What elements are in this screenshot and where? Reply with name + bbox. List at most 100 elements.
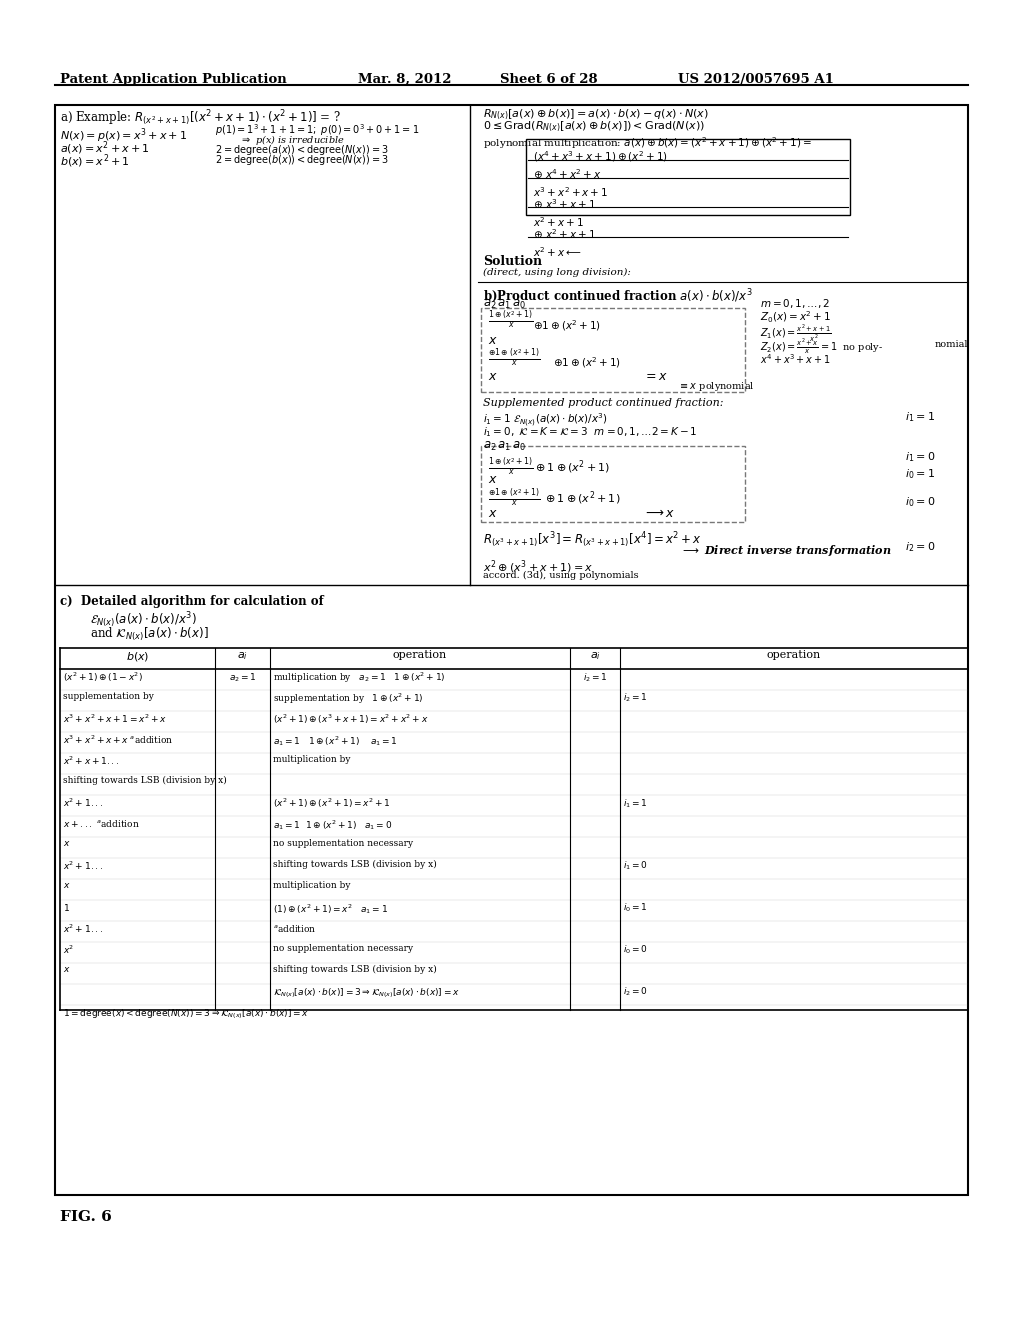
- Text: no supplementation necessary: no supplementation necessary: [273, 840, 413, 847]
- Text: $\frac{\oplus 1\oplus(x^2+1)}{x}\ \oplus 1\oplus(x^2+1)$: $\frac{\oplus 1\oplus(x^2+1)}{x}\ \oplus…: [488, 488, 621, 508]
- Text: $i_0=0$: $i_0=0$: [905, 495, 935, 508]
- Text: $Z_1(x) = \frac{x^2+x+1}{x^2}$: $Z_1(x) = \frac{x^2+x+1}{x^2}$: [760, 323, 831, 345]
- Text: multiplication by   $a_2=1$   $1\oplus(x^2+1)$: multiplication by $a_2=1$ $1\oplus(x^2+1…: [273, 671, 445, 685]
- Text: $\mathcal{K}_{N(x)}[a(x)\cdot b(x)] = 3 \Rightarrow \mathcal{K}_{N(x)}[a(x)\cdot: $\mathcal{K}_{N(x)}[a(x)\cdot b(x)] = 3 …: [273, 986, 460, 999]
- Text: $=x$: $=x$: [643, 370, 668, 383]
- Text: $i_1=1$: $i_1=1$: [905, 411, 935, 424]
- Text: $b(x)$: $b(x)$: [126, 649, 150, 663]
- Text: $i_0=0$: $i_0=0$: [623, 944, 648, 957]
- Text: $R_{N(x)}[a(x)\oplus b(x)] = a(x)\cdot b(x) - q(x)\cdot N(x)$: $R_{N(x)}[a(x)\oplus b(x)] = a(x)\cdot b…: [483, 108, 709, 123]
- Text: $(x^4+x^3+x+1)\oplus(x^2+1)$: $(x^4+x^3+x+1)\oplus(x^2+1)$: [534, 149, 668, 164]
- Text: $a_2\,a_1\,a_0$: $a_2\,a_1\,a_0$: [483, 440, 526, 453]
- Text: $x^2$: $x^2$: [63, 944, 75, 957]
- Text: $a_i$: $a_i$: [237, 649, 248, 661]
- Text: $i_2=0$: $i_2=0$: [623, 986, 648, 998]
- Text: $\mathcal{E}_{N(x)}(a(x)\cdot b(x)/x^3)$: $\mathcal{E}_{N(x)}(a(x)\cdot b(x)/x^3)$: [90, 610, 197, 630]
- Text: $\equiv x$ polynomial: $\equiv x$ polynomial: [678, 380, 755, 393]
- Text: nomial: nomial: [935, 341, 969, 348]
- Text: multiplication by: multiplication by: [273, 880, 350, 890]
- Text: and $\mathcal{K}_{N(x)}[a(x)\cdot b(x)]$: and $\mathcal{K}_{N(x)}[a(x)\cdot b(x)]$: [90, 626, 209, 643]
- Text: shifting towards LSB (division by x): shifting towards LSB (division by x): [273, 861, 437, 869]
- Text: $\frac{\oplus 1\oplus(x^2+1)}{x}$: $\frac{\oplus 1\oplus(x^2+1)}{x}$: [488, 348, 541, 368]
- Text: $2 = \mathrm{degree}(a(x)) < \mathrm{degree}(N(x)) = 3$: $2 = \mathrm{degree}(a(x)) < \mathrm{deg…: [215, 143, 388, 157]
- Text: $p(1) = 1^3+1+1 = 1;\ p(0) = 0^3+0+1 = 1$: $p(1) = 1^3+1+1 = 1;\ p(0) = 0^3+0+1 = 1…: [215, 121, 419, 137]
- Text: $a_1=1$  $1\oplus(x^2+1)$   $a_1=0$: $a_1=1$ $1\oplus(x^2+1)$ $a_1=0$: [273, 818, 392, 832]
- Text: $b(x) = x^2+1$: $b(x) = x^2+1$: [60, 152, 130, 169]
- Text: FIG. 6: FIG. 6: [60, 1210, 112, 1224]
- Text: c)  Detailed algorithm for calculation of: c) Detailed algorithm for calculation of: [60, 595, 324, 609]
- Text: $x$: $x$: [488, 334, 498, 347]
- Text: $a_2=1$: $a_2=1$: [228, 671, 256, 684]
- Text: Sheet 6 of 28: Sheet 6 of 28: [500, 73, 598, 86]
- Text: Solution: Solution: [483, 255, 542, 268]
- Text: $2 = \mathrm{degree}(b(x)) < \mathrm{degree}(N(x)) = 3$: $2 = \mathrm{degree}(b(x)) < \mathrm{deg…: [215, 153, 389, 168]
- Text: $a_i$: $a_i$: [590, 649, 600, 661]
- Text: accord. (3d), using polynomials: accord. (3d), using polynomials: [483, 572, 639, 579]
- Text: $x^2+1...$: $x^2+1...$: [63, 797, 103, 809]
- Text: $(1)\oplus(x^2+1) = x^2$   $a_1=1$: $(1)\oplus(x^2+1) = x^2$ $a_1=1$: [273, 902, 388, 916]
- Text: $x$: $x$: [488, 507, 498, 520]
- Text: (direct, using long division):: (direct, using long division):: [483, 268, 631, 277]
- Text: $i_1=0,\ \mathcal{K}=K=\mathcal{K}=3\ \ m=0,1,\ldots2=K-1$: $i_1=0,\ \mathcal{K}=K=\mathcal{K}=3\ \ …: [483, 425, 697, 438]
- Text: $a_1=1$   $1\oplus(x^2+1)$    $a_1=1$: $a_1=1$ $1\oplus(x^2+1)$ $a_1=1$: [273, 734, 398, 748]
- Text: $a(x) = x^2+x+1$: $a(x) = x^2+x+1$: [60, 139, 150, 157]
- Text: multiplication by: multiplication by: [273, 755, 350, 764]
- Text: $(x^2+1)\oplus(x^3+x+1) = x^2+x^2+x$: $(x^2+1)\oplus(x^3+x+1) = x^2+x^2+x$: [273, 713, 428, 726]
- Text: $\longrightarrow x$: $\longrightarrow x$: [643, 507, 675, 520]
- Text: $i_0=1$: $i_0=1$: [623, 902, 648, 915]
- Text: $^a$addition: $^a$addition: [273, 923, 316, 935]
- Text: $\frac{1\oplus(x^2+1)}{x}\oplus 1\oplus(x^2+1)$: $\frac{1\oplus(x^2+1)}{x}\oplus 1\oplus(…: [488, 457, 610, 478]
- Text: a) Example: $R_{(x^2+x+1)}[(x^2+x+1)\cdot(x^2+1)]$ = ?: a) Example: $R_{(x^2+x+1)}[(x^2+x+1)\cdo…: [60, 108, 341, 128]
- Text: $x+...$ $^a$addition: $x+...$ $^a$addition: [63, 818, 140, 829]
- Text: $i_1=0$: $i_1=0$: [623, 861, 648, 873]
- Text: $x^2+x \longleftarrow$: $x^2+x \longleftarrow$: [534, 246, 582, 259]
- Text: $x$: $x$: [63, 840, 71, 847]
- Text: $x$: $x$: [488, 370, 498, 383]
- FancyBboxPatch shape: [481, 446, 745, 521]
- Text: $\Rightarrow$ p(x) is irreducible: $\Rightarrow$ p(x) is irreducible: [240, 133, 345, 147]
- Text: $x^4+x^3+x+1$: $x^4+x^3+x+1$: [760, 352, 831, 366]
- Text: $x^3+x^2+x+1=x^2+x$: $x^3+x^2+x+1=x^2+x$: [63, 713, 167, 726]
- Text: supplementation by   $1\oplus(x^2+1)$: supplementation by $1\oplus(x^2+1)$: [273, 692, 424, 706]
- Text: $\oplus 1\oplus(x^2+1)$: $\oplus 1\oplus(x^2+1)$: [553, 355, 622, 370]
- Text: $m = 0,1,\ldots,2$: $m = 0,1,\ldots,2$: [760, 297, 829, 310]
- Text: $\oplus\ x^3+x+1$: $\oplus\ x^3+x+1$: [534, 197, 596, 211]
- FancyBboxPatch shape: [481, 308, 745, 392]
- Text: $1$: $1$: [63, 902, 70, 913]
- Text: $i_2=1$: $i_2=1$: [583, 671, 607, 684]
- Text: $a_2\,a_1\,a_0$: $a_2\,a_1\,a_0$: [483, 298, 526, 312]
- Text: $1 = \mathrm{degree}(x) < \mathrm{degree}(N(x)) = 3 \Rightarrow \mathcal{K}_{N(x: $1 = \mathrm{degree}(x) < \mathrm{degree…: [63, 1007, 309, 1020]
- Text: $x$: $x$: [63, 965, 71, 974]
- Text: $Z_2(x) = \frac{x^2+x}{x} = 1$  no poly-: $Z_2(x) = \frac{x^2+x}{x} = 1$ no poly-: [760, 338, 884, 356]
- Text: $(x^2+1)\oplus(1-x^2)$: $(x^2+1)\oplus(1-x^2)$: [63, 671, 143, 684]
- Text: $x^2+x+1$: $x^2+x+1$: [534, 215, 584, 228]
- Text: $N(x) = p(x) = x^3+x+1$: $N(x) = p(x) = x^3+x+1$: [60, 125, 187, 145]
- Text: $\frac{1\oplus(x^2+1)}{x}$: $\frac{1\oplus(x^2+1)}{x}$: [488, 310, 534, 330]
- Text: $\longrightarrow$ Direct inverse transformation: $\longrightarrow$ Direct inverse transfo…: [680, 543, 892, 558]
- Text: US 2012/0057695 A1: US 2012/0057695 A1: [678, 73, 834, 86]
- Text: $x^2+1...$: $x^2+1...$: [63, 861, 103, 873]
- Text: $R_{(x^3+x+1)}[x^3]=R_{(x^3+x+1)}[x^4]=x^2+x$: $R_{(x^3+x+1)}[x^3]=R_{(x^3+x+1)}[x^4]=x…: [483, 531, 701, 550]
- Text: $x^3+x^2+x+x$ $^a$addition: $x^3+x^2+x+x$ $^a$addition: [63, 734, 173, 746]
- Text: Mar. 8, 2012: Mar. 8, 2012: [358, 73, 452, 86]
- Text: Supplemented product continued fraction:: Supplemented product continued fraction:: [483, 399, 724, 408]
- FancyBboxPatch shape: [55, 106, 968, 1195]
- Text: $x^2+x+1...$: $x^2+x+1...$: [63, 755, 120, 767]
- Text: $i_0=1$: $i_0=1$: [905, 467, 935, 480]
- Text: $x$: $x$: [488, 473, 498, 486]
- FancyBboxPatch shape: [526, 139, 850, 215]
- Text: Patent Application Publication: Patent Application Publication: [60, 73, 287, 86]
- Text: $Z_0(x) = x^2+1$: $Z_0(x) = x^2+1$: [760, 310, 831, 326]
- Text: operation: operation: [767, 649, 821, 660]
- Text: $x^2+1...$: $x^2+1...$: [63, 923, 103, 936]
- Text: $i_1=0$: $i_1=0$: [905, 450, 935, 463]
- Text: $x^3+x^2+x+1$: $x^3+x^2+x+1$: [534, 185, 608, 199]
- Text: shifting towards LSB (division by x): shifting towards LSB (division by x): [63, 776, 226, 785]
- Text: shifting towards LSB (division by x): shifting towards LSB (division by x): [273, 965, 437, 974]
- Text: $\oplus\ x^2+x+1$: $\oplus\ x^2+x+1$: [534, 227, 596, 240]
- Text: b)Product continued fraction $a(x)\cdot b(x)/x^3$: b)Product continued fraction $a(x)\cdot …: [483, 286, 753, 305]
- Text: $(x^2+1)\oplus(x^2+1) = x^2+1$: $(x^2+1)\oplus(x^2+1) = x^2+1$: [273, 797, 390, 810]
- Text: $\oplus 1\oplus(x^2+1)$: $\oplus 1\oplus(x^2+1)$: [534, 318, 601, 333]
- Text: $i_1=1$: $i_1=1$: [623, 797, 648, 809]
- Text: $i_1=1\ \mathcal{E}_{N(x)}(a(x)\cdot b(x)/x^3)$: $i_1=1\ \mathcal{E}_{N(x)}(a(x)\cdot b(x…: [483, 412, 608, 429]
